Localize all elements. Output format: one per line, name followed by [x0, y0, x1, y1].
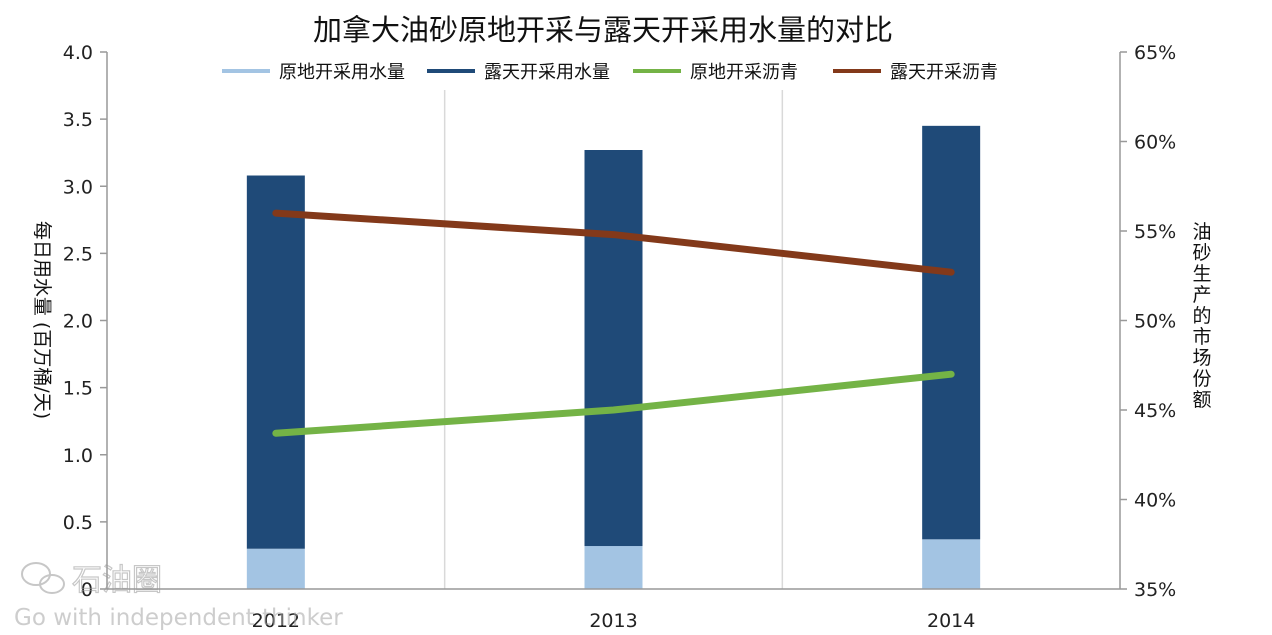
right-tick-label: 40%: [1134, 490, 1176, 512]
bar: [584, 150, 643, 547]
right-tick-label: 65%: [1134, 42, 1176, 64]
legend: 原地开采用水量 露天开采用水量 原地开采沥青 露天开采沥青: [222, 62, 998, 83]
watermark-brand: 石油圈: [72, 563, 162, 598]
series-line: [272, 370, 955, 437]
bars: [246, 125, 981, 589]
left-tick-label: 4.0: [63, 42, 93, 64]
left-tick-label: 0: [81, 579, 93, 601]
right-tick-label: 35%: [1134, 579, 1176, 601]
legend-label: 原地开采沥青: [690, 62, 798, 83]
bar: [246, 548, 305, 589]
right-tick-label: 45%: [1134, 400, 1176, 422]
wechat-icon: [21, 562, 65, 594]
x-tick-label: 2014: [927, 610, 975, 632]
chart-title: 加拿大油砂原地开采与露天开采用水量的对比: [313, 13, 893, 47]
watermark: 石油圈 Go with independent thinker: [14, 562, 343, 631]
left-tick-label: 3.5: [63, 109, 93, 131]
left-tick-label: 2.0: [63, 311, 93, 333]
right-axis-title: 油砂生产的市场份额: [1192, 221, 1211, 411]
left-tick-label: 1.5: [63, 378, 93, 400]
right-tick-label: 55%: [1134, 221, 1176, 243]
right-tick-labels: 35% 40% 45% 50% 55% 60% 65%: [1120, 42, 1176, 601]
x-tick-labels: 2012 2013 2014: [252, 610, 976, 632]
left-tick-label: 0.5: [63, 512, 93, 534]
right-tick-label: 60%: [1134, 132, 1176, 154]
left-tick-label: 3.0: [63, 176, 93, 198]
series-line: [272, 209, 955, 276]
right-tick-label: 50%: [1134, 311, 1176, 333]
bar: [922, 539, 981, 589]
left-tick-labels: 0 0.5 1.0 1.5 2.0 2.5 3.0 3.5 4.0: [63, 42, 107, 601]
bar: [584, 546, 643, 589]
lines: [272, 209, 955, 437]
legend-label: 露天开采沥青: [890, 62, 998, 83]
legend-label: 原地开采用水量: [279, 62, 405, 83]
left-axis-title: 每日用水量 (百万桶/天): [31, 221, 53, 419]
x-tick-label: 2012: [252, 610, 300, 632]
legend-label: 露天开采用水量: [484, 62, 610, 83]
x-tick-label: 2013: [589, 610, 637, 632]
grid-lines: [443, 90, 784, 589]
bar: [922, 125, 981, 540]
left-tick-label: 2.5: [63, 243, 93, 265]
bar: [246, 175, 305, 549]
left-tick-label: 1.0: [63, 445, 93, 467]
watermark-slogan: Go with independent thinker: [14, 605, 343, 631]
